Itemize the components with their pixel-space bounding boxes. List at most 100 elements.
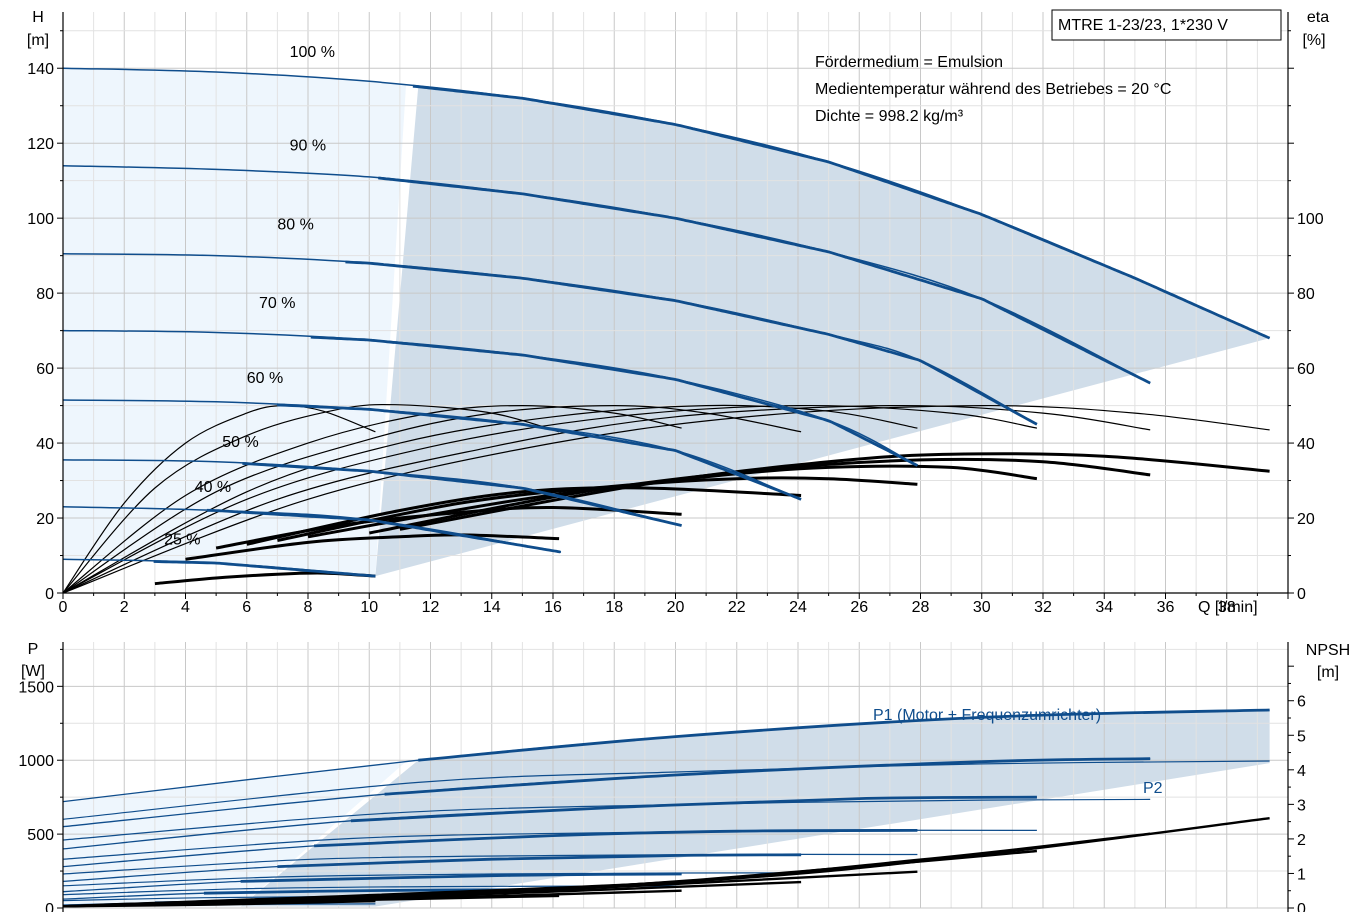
info-density: Dichte = 998.2 kg/m³ [815, 108, 964, 125]
y-tick-label-left: 100 [27, 211, 54, 228]
x-tick-label: 22 [728, 599, 746, 616]
x-tick-label: 8 [304, 599, 313, 616]
y-tick-label-right: 40 [1297, 436, 1315, 453]
p1-label: P1 (Motor + Frequenzumrichter) [873, 707, 1101, 724]
x-tick-label: 28 [912, 599, 930, 616]
y-tick-label-left: 60 [36, 361, 54, 378]
y-tick-labels-left: 0 20 40 60 80 100 120 140 [27, 61, 54, 603]
ylabel-right-m: [m] [1317, 664, 1339, 681]
info-medium: Fördermedium = Emulsion [815, 54, 1003, 71]
x-tick-label: 2 [120, 599, 129, 616]
x-tick-label: 36 [1157, 599, 1175, 616]
npsh-tick-label: 0 [1297, 901, 1306, 912]
x-tick-label: 12 [422, 599, 440, 616]
efficiency-curve-thin [62, 404, 682, 594]
ylabel-right-npsh: NPSH [1306, 642, 1350, 659]
p2-curve [62, 760, 1270, 820]
head-curve-bold [412, 84, 1271, 340]
x-tick-label: 10 [360, 599, 378, 616]
p-tick-label: 500 [27, 827, 54, 844]
npsh-tick-label: 4 [1297, 763, 1306, 780]
p1-curve-bold [240, 872, 682, 883]
y-tick-label-left: 20 [36, 511, 54, 528]
y-tick-label-left: 0 [45, 586, 54, 603]
head-curves [62, 67, 1271, 578]
x-tick-label: 0 [59, 599, 68, 616]
x-axis-label: Q [l/min] [1198, 599, 1258, 616]
efficiency-curve-thin [62, 404, 376, 594]
y-tick-label-right: 60 [1297, 361, 1315, 378]
info-temperature: Medientemperatur während des Betriebes =… [815, 81, 1171, 98]
p2-label: P2 [1143, 780, 1163, 797]
x-tick-label: 24 [789, 599, 807, 616]
pump-type-box [1051, 9, 1282, 41]
efficiency-curve-thin [62, 404, 802, 594]
head-curve-bold [206, 508, 562, 554]
npsh-curves [62, 817, 1270, 908]
x-tick-label: 32 [1034, 599, 1052, 616]
p1-curve-bold [350, 795, 1037, 823]
head-curve-bold [153, 560, 376, 578]
head-curve-bold [310, 335, 919, 467]
head-grid [62, 12, 1289, 594]
npsh-curve [62, 817, 1270, 908]
p-tick-label: 1000 [18, 753, 54, 770]
npsh-tick-label: 6 [1297, 694, 1306, 711]
head-axes [57, 12, 1294, 599]
y-tick-label-left: 80 [36, 286, 54, 303]
power-tick-labels: 0 500 1000 1500 [18, 679, 54, 912]
efficiency-curve-thin [62, 404, 1270, 594]
head-curve-label: 60 % [247, 370, 283, 387]
head-curve-bold [276, 403, 802, 501]
ylabel-left-w: [W] [21, 663, 45, 680]
head-curve-label: 70 % [259, 295, 295, 312]
efficiency-curve-thin [62, 404, 918, 594]
head-curve-label: 90 % [290, 138, 326, 155]
y-tick-label-right: 100 [1297, 211, 1324, 228]
efficiency-curves-thin [62, 403, 1270, 594]
efficiency-curve-thick [399, 452, 1270, 531]
head-curve-label: 25 % [164, 531, 200, 548]
head-curve-labels: 100 % 90 % 80 % 70 % 60 % 50 % 40 % 25 % [164, 44, 335, 548]
head-curve-label: 40 % [195, 479, 231, 496]
ylabel-left-unit: [m] [27, 32, 49, 49]
npsh-tick-label: 2 [1297, 832, 1306, 849]
x-tick-label: 6 [242, 599, 251, 616]
y-tick-label-right: 0 [1297, 586, 1306, 603]
y-tick-label-right: 80 [1297, 286, 1315, 303]
p1-curve-bold [418, 708, 1270, 762]
p1-curve-bold [277, 853, 802, 868]
power-axes [57, 642, 1294, 912]
x-tick-label: 34 [1095, 599, 1113, 616]
npsh-tick-label: 5 [1297, 728, 1306, 745]
npsh-tick-label: 3 [1297, 797, 1306, 814]
efficiency-curve-thick [246, 486, 802, 546]
x-tick-label: 38 [1218, 599, 1236, 616]
operating-region [375, 86, 1270, 577]
pump-type-label: MTRE 1-23/23, 1*230 V [1058, 17, 1228, 34]
efficiency-curve-thick [369, 457, 1151, 535]
p-tick-label: 0 [45, 901, 54, 912]
npsh-tick-label: 1 [1297, 866, 1306, 883]
ylabel-right-unit: [%] [1302, 32, 1325, 49]
head-curve-label: 50 % [222, 434, 258, 451]
npsh-tick-labels: 0 1 2 3 4 5 6 [1297, 694, 1306, 912]
ylabel-left-p: P [28, 641, 39, 658]
y-tick-label-left: 40 [36, 436, 54, 453]
y-tick-label-left: 140 [27, 61, 54, 78]
y-tick-labels-right: 0 20 40 60 80 100 [1297, 211, 1324, 603]
p-tick-label: 1500 [18, 679, 54, 696]
y-tick-label-left: 120 [27, 136, 54, 153]
x-tick-label: 4 [181, 599, 190, 616]
ylabel-left-h: H [32, 9, 44, 26]
power-chart: 0 500 1000 1500 0 1 2 3 4 5 6 P [W] NPSH [m] P1 (… [18, 641, 1350, 912]
operating-region-light [63, 68, 406, 577]
x-tick-label: 18 [605, 599, 623, 616]
head-curve-label: 80 % [277, 216, 313, 233]
efficiency-curve-thick [185, 533, 560, 561]
efficiency-curve-thin [62, 404, 1038, 594]
p2-curve [62, 872, 802, 887]
p1-curves [62, 708, 1270, 906]
